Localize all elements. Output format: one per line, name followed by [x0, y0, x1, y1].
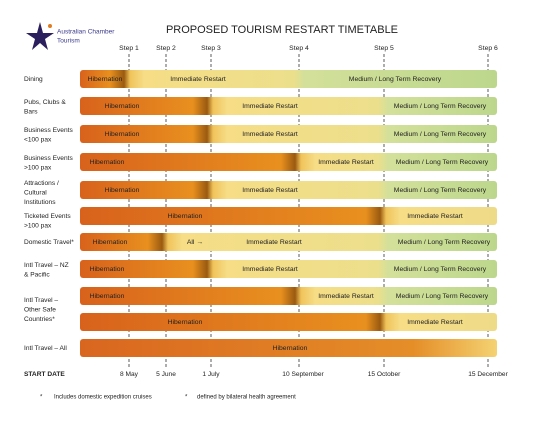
- phase-label: Immediate Restart: [246, 239, 302, 246]
- footnote-mark: *: [40, 395, 43, 401]
- phase-label: Hibernation: [90, 293, 125, 300]
- timeline-bar: [80, 233, 497, 251]
- row-label: >100 pax: [24, 222, 52, 229]
- phase-label: Hibernation: [105, 103, 140, 110]
- phase-label: Immediate Restart: [318, 293, 374, 300]
- row-label: Intl Travel – All: [24, 345, 67, 352]
- phase-label: Immediate Restart: [242, 131, 298, 138]
- row-label: Attractions /: [24, 180, 59, 187]
- row-label: Pubs, Clubs &: [24, 99, 66, 106]
- phase-label: Medium / Long Term Recovery: [394, 103, 487, 110]
- phase-label: Medium / Long Term Recovery: [349, 76, 442, 83]
- footnote-mark: *: [185, 395, 188, 401]
- step-label: Step 3: [201, 45, 221, 52]
- phase-label: Medium / Long Term Recovery: [394, 187, 487, 194]
- phase-label: Hibernation: [168, 319, 203, 326]
- timeline-bar: [80, 125, 497, 143]
- start-date: 8 May: [120, 371, 139, 378]
- row-label: Institutions: [24, 199, 56, 206]
- start-date: 1 July: [202, 371, 220, 378]
- timeline-bar: [80, 287, 497, 305]
- row-label: Dining: [24, 76, 43, 83]
- logo-star: [26, 22, 54, 50]
- row-label: Intl Travel –: [24, 297, 58, 304]
- timeline-bar: [80, 97, 497, 115]
- row-label: Ticketed Events: [24, 213, 71, 220]
- logo: Australian Chamber Tourism: [26, 22, 115, 50]
- timeline-bar: [80, 339, 497, 357]
- start-date: 15 December: [468, 371, 508, 378]
- footnote: Includes domestic expedition cruises: [54, 395, 152, 401]
- row-label: <100 pax: [24, 136, 52, 143]
- phase-label: Medium / Long Term Recovery: [394, 266, 487, 273]
- phase-label: Medium / Long Term Recovery: [396, 293, 489, 300]
- phase-label: Medium / Long Term Recovery: [396, 159, 489, 166]
- phase-label: All →: [187, 239, 203, 246]
- step-label: Step 6: [478, 45, 498, 52]
- title: PROPOSED TOURISM RESTART TIMETABLE: [166, 24, 398, 36]
- phase-label: Immediate Restart: [242, 187, 298, 194]
- start-date: 15 October: [368, 371, 401, 378]
- timeline-bar: [80, 70, 497, 88]
- phase-label: Hibernation: [90, 266, 125, 273]
- timeline-bar: [80, 313, 497, 331]
- row-label: >100 pax: [24, 164, 52, 171]
- timeline-bar: [80, 181, 497, 199]
- row-label: & Pacific: [24, 271, 50, 278]
- footnote: defined by bilateral health agreement: [197, 395, 296, 401]
- phase-label: Immediate Restart: [318, 159, 374, 166]
- phase-label: Medium / Long Term Recovery: [394, 131, 487, 138]
- phase-label: Immediate Restart: [407, 213, 463, 220]
- row-label: Other Safe: [24, 306, 56, 313]
- step-label: Step 4: [289, 45, 309, 52]
- logo-dot: [48, 24, 52, 28]
- step-label: Step 2: [156, 45, 176, 52]
- phase-label: Hibernation: [93, 239, 128, 246]
- row-label: Business Events: [24, 155, 73, 162]
- phase-label: Immediate Restart: [407, 319, 463, 326]
- phase-label: Immediate Restart: [242, 266, 298, 273]
- timeline-bar: [80, 153, 497, 171]
- phase-label: Hibernation: [105, 187, 140, 194]
- start-date: 10 September: [282, 371, 324, 378]
- step-label: Step 1: [119, 45, 139, 52]
- row-label: Business Events: [24, 127, 73, 134]
- start-date: 5 June: [156, 371, 176, 378]
- logo-text: Australian Chamber: [57, 29, 115, 36]
- row-label: Intl Travel – NZ: [24, 262, 69, 269]
- phase-label: Immediate Restart: [242, 103, 298, 110]
- phase-label: Hibernation: [105, 131, 140, 138]
- logo-text: Tourism: [57, 38, 80, 45]
- phase-label: Hibernation: [168, 213, 203, 220]
- start-date-label: START DATE: [24, 371, 65, 378]
- row-label: Cultural: [24, 189, 47, 196]
- phase-label: Hibernation: [273, 345, 308, 352]
- phase-label: Hibernation: [88, 76, 123, 83]
- phase-label: Hibernation: [90, 159, 125, 166]
- step-label: Step 5: [374, 45, 394, 52]
- row-label: Countries*: [24, 316, 55, 323]
- timeline-bar: [80, 207, 497, 225]
- row-label: Bars: [24, 108, 38, 115]
- phase-label: Medium / Long Term Recovery: [398, 239, 491, 246]
- timeline-bar: [80, 260, 497, 278]
- row-label: Domestic Travel*: [24, 239, 74, 246]
- phase-label: Immediate Restart: [170, 76, 226, 83]
